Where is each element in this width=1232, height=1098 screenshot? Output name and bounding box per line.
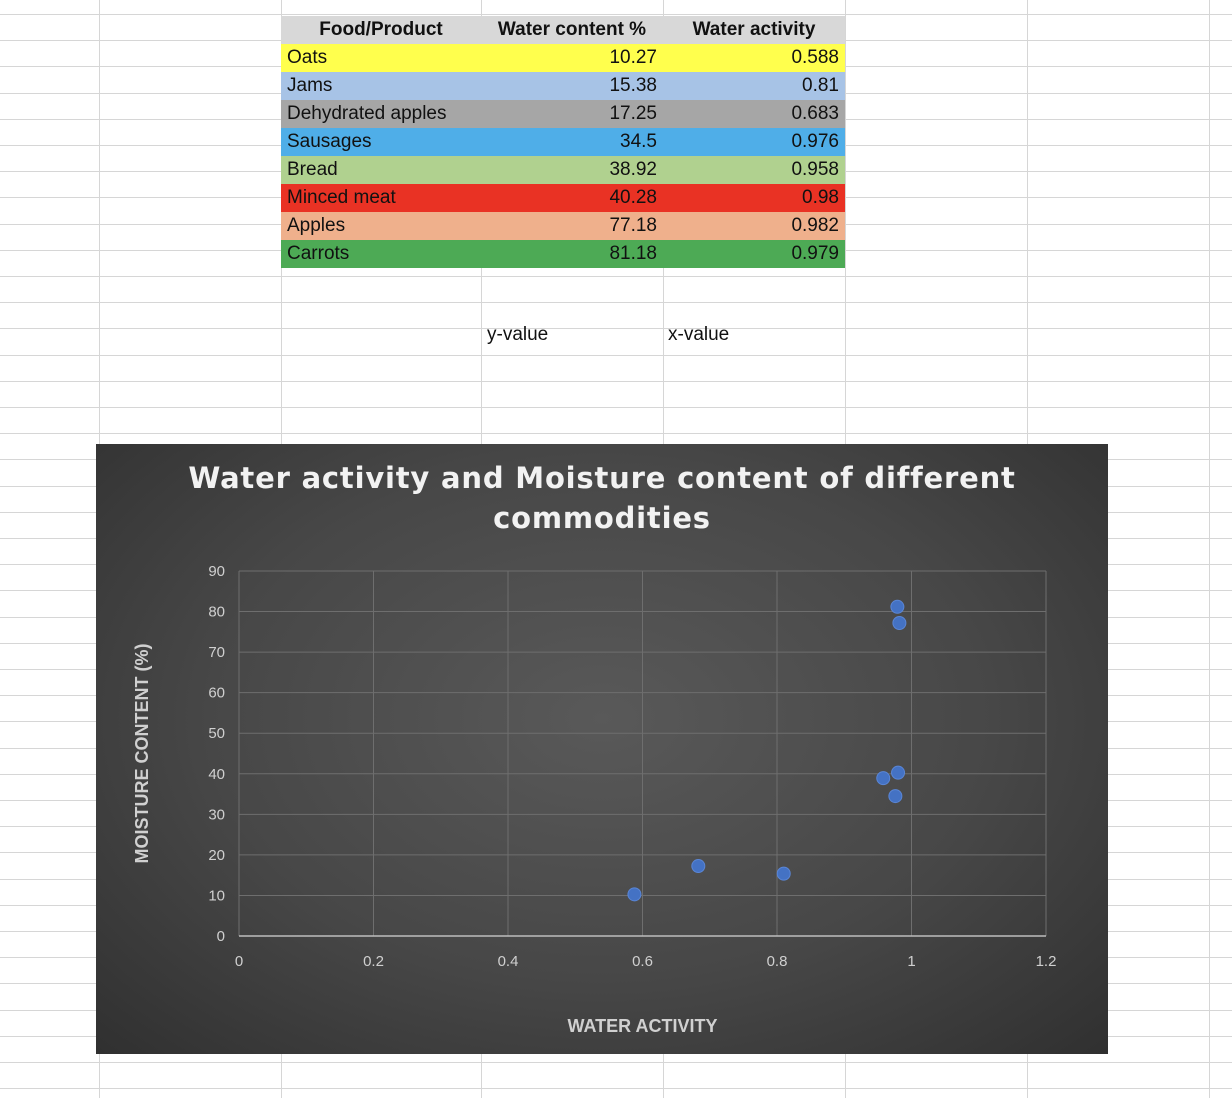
y-tick-label: 20 [208,847,225,864]
header-food-product[interactable]: Food/Product [281,16,481,44]
cell-water-activity[interactable]: 0.683 [663,100,845,128]
y-tick-label: 70 [208,644,225,661]
x-tick-label: 0 [235,953,243,970]
chart-title: Water activity and Moisture content of d… [96,458,1108,538]
data-point[interactable] [892,615,907,630]
cell-food[interactable]: Minced meat [281,184,481,212]
cell-food[interactable]: Dehydrated apples [281,100,481,128]
scatter-chart[interactable]: Water activity and Moisture content of d… [96,444,1108,1054]
cell-water-content[interactable]: 34.5 [481,128,663,156]
cell-water-content[interactable]: 15.38 [481,72,663,100]
chart-title-line-2: commodities [493,501,711,535]
y-tick-label: 40 [208,766,225,783]
data-point[interactable] [891,765,906,780]
cell-water-activity[interactable]: 0.979 [663,240,845,268]
cell-food[interactable]: Bread [281,156,481,184]
y-axis-title: MOISTURE CONTENT (%) [132,644,152,864]
cell-food[interactable]: Sausages [281,128,481,156]
y-tick-label: 50 [208,725,225,742]
y-tick-label: 0 [217,928,225,945]
header-water-content[interactable]: Water content % [481,16,663,44]
x-tick-label: 1 [907,953,915,970]
y-tick-label: 80 [208,604,225,621]
data-point[interactable] [888,789,903,804]
x-tick-label: 0.2 [363,953,384,970]
cell-water-content[interactable]: 17.25 [481,100,663,128]
data-point[interactable] [691,859,706,874]
chart-plot-area: 0 10 20 30 40 50 60 70 80 90 0 0.2 0.4 0.6 0.8 1 1.2 WATE… [132,563,1057,1036]
cell-water-activity[interactable]: 0.81 [663,72,845,100]
y-tick-label: 30 [208,806,225,823]
cell-water-activity[interactable]: 0.982 [663,212,845,240]
cell-water-activity[interactable]: 0.98 [663,184,845,212]
x-axis-title: WATER ACTIVITY [568,1016,718,1036]
data-point[interactable] [890,599,905,614]
data-point[interactable] [776,866,791,881]
cell-food[interactable]: Apples [281,212,481,240]
x-tick-label: 0.4 [498,953,519,970]
cell-water-activity[interactable]: 0.588 [663,44,845,72]
cell-water-content[interactable]: 40.28 [481,184,663,212]
cell-water-content[interactable]: 77.18 [481,212,663,240]
y-tick-label: 60 [208,685,225,702]
header-water-activity[interactable]: Water activity [663,16,845,44]
cell-food[interactable]: Oats [281,44,481,72]
cell-water-content[interactable]: 81.18 [481,240,663,268]
cell-water-activity[interactable]: 0.958 [663,156,845,184]
y-tick-label: 10 [208,887,225,904]
chart-title-line-1: Water activity and Moisture content of d… [188,461,1016,495]
x-tick-label: 1.2 [1036,953,1057,970]
y-value-label[interactable]: y-value [487,324,549,345]
x-tick-label: 0.8 [767,953,788,970]
data-point[interactable] [627,887,642,902]
cell-water-content[interactable]: 38.92 [481,156,663,184]
x-value-label[interactable]: x-value [668,324,730,345]
x-tick-label: 0.6 [632,953,653,970]
y-tick-label: 90 [208,563,225,580]
data-point[interactable] [876,771,891,786]
cell-food[interactable]: Jams [281,72,481,100]
cell-water-content[interactable]: 10.27 [481,44,663,72]
cell-water-activity[interactable]: 0.976 [663,128,845,156]
cell-food[interactable]: Carrots [281,240,481,268]
